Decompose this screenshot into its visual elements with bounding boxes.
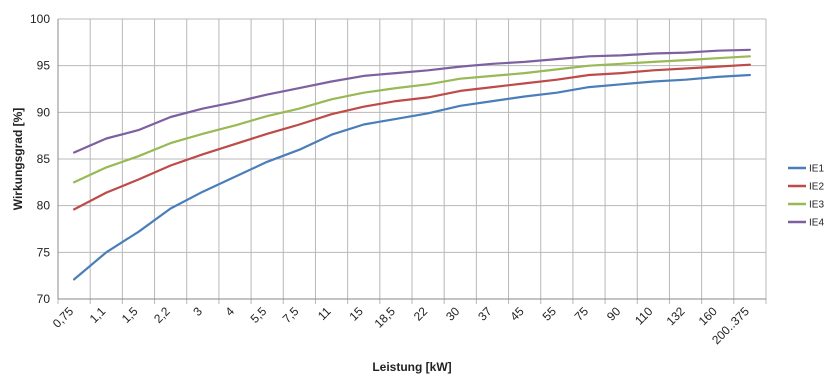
x-axis-title: Leistung [kW] — [372, 360, 451, 374]
y-axis-title: Wirkungsgrad [%] — [11, 108, 25, 211]
y-tick-label: 95 — [37, 59, 51, 73]
series-line-ie2 — [72, 63, 752, 211]
legend: IE1 IE2 IE3 IE4 — [788, 164, 824, 229]
y-tick-label: 85 — [37, 152, 51, 166]
y-tick-label: 80 — [37, 199, 51, 213]
legend-label: IE2 — [809, 182, 824, 193]
gridlines — [57, 18, 767, 304]
legend-label: IE4 — [809, 218, 824, 229]
series-line-ie4 — [72, 48, 752, 154]
y-tick-label: 100 — [30, 12, 50, 26]
y-axis-ticks: 70 75 80 85 90 95 100 — [30, 12, 50, 306]
y-tick-label: 90 — [37, 105, 51, 119]
series-line-ie3 — [72, 55, 752, 184]
y-tick-label: 75 — [37, 245, 51, 259]
series-line-ie1 — [72, 73, 752, 281]
legend-label: IE1 — [809, 164, 824, 175]
legend-label: IE3 — [809, 200, 824, 211]
series-lines — [72, 48, 752, 281]
y-tick-label: 70 — [37, 292, 51, 306]
